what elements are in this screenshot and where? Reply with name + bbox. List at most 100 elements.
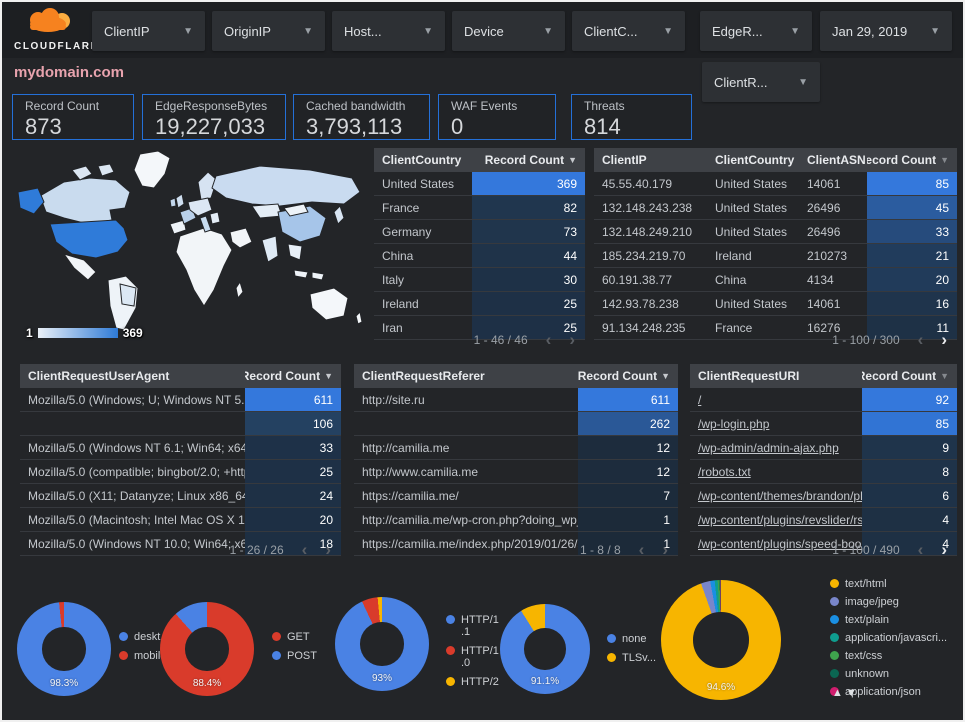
legend-item[interactable]: application/json [830, 686, 947, 698]
filter-clientcountry[interactable]: ClientC... ▼ [572, 11, 685, 51]
date-range-filter[interactable]: Jan 29, 2019 ▼ [820, 11, 952, 51]
legend-item[interactable]: mobile [119, 650, 169, 662]
column-header-record-count[interactable]: Record Count▼ [484, 153, 577, 167]
filter-host[interactable]: Host... ▼ [332, 11, 445, 51]
device-type-donut-chart[interactable]: 98.3% [17, 602, 111, 696]
filter-originip[interactable]: OriginIP ▼ [212, 11, 325, 51]
page-range: 1 - 46 / 46 [473, 333, 528, 347]
sort-desc-icon[interactable]: ▼ [845, 687, 860, 699]
column-header-clientip[interactable]: ClientIP [602, 153, 647, 167]
column-header-clientasn[interactable]: ClientASN [807, 153, 866, 167]
uri-link[interactable]: /wp-login.php [698, 416, 770, 431]
column-header-requesturi[interactable]: ClientRequestURI [698, 369, 800, 383]
legend-item[interactable]: POST [272, 650, 317, 662]
table-row[interactable]: http://site.ru 611 [354, 388, 678, 412]
table-row[interactable]: / 92 [690, 388, 957, 412]
prev-page-icon[interactable]: ‹ [545, 330, 552, 349]
table-row[interactable]: Mozilla/5.0 (Windows NT 10.0; Win64; x64… [20, 532, 341, 556]
table-row[interactable]: Mozilla/5.0 (Windows NT 6.1; Win64; x64;… [20, 436, 341, 460]
table-row[interactable]: Mozilla/5.0 (Macintosh; Intel Mac OS X 1… [20, 508, 341, 532]
table-row[interactable]: 262 [354, 412, 678, 436]
table-row[interactable]: http://www.camilia.me 12 [354, 460, 678, 484]
filter-edgeresponse[interactable]: EdgeR... ▼ [700, 11, 812, 51]
legend-item[interactable]: image/jpeg [830, 596, 947, 608]
table-row[interactable]: Mozilla/5.0 (compatible; bingbot/2.0; +h… [20, 460, 341, 484]
table-row[interactable]: 132.148.249.210 United States 26496 33 [594, 220, 957, 244]
legend-item[interactable]: text/html [830, 578, 947, 590]
sort-asc-icon[interactable]: ▲ [832, 687, 846, 699]
column-header-clientcountry[interactable]: ClientCountry [715, 153, 795, 167]
legend-item[interactable]: none [607, 633, 656, 645]
uri-link[interactable]: /wp-content/themes/brandon/plu... [698, 488, 862, 503]
scorecard-threats: Threats 814 [571, 94, 692, 140]
table-row[interactable]: 106 [20, 412, 341, 436]
table-row[interactable]: /wp-content/plugins/speed-booste...4 [690, 532, 957, 556]
table-row[interactable]: /robots.txt 8 [690, 460, 957, 484]
table-row[interactable]: http://camilia.me 12 [354, 436, 678, 460]
table-row[interactable]: 60.191.38.77 China 4134 20 [594, 268, 957, 292]
uri-link[interactable]: /robots.txt [698, 464, 751, 479]
content-type-donut-chart[interactable]: 94.6% [661, 580, 781, 700]
next-page-icon[interactable]: › [662, 540, 668, 559]
table-row[interactable]: China 44 [374, 244, 585, 268]
table-row[interactable]: 132.148.243.238 United States 26496 45 [594, 196, 957, 220]
table-row[interactable]: /wp-login.php 85 [690, 412, 957, 436]
legend-item[interactable]: application/javascri... [830, 632, 947, 644]
legend-swatch [446, 646, 455, 655]
filter-clientrequest[interactable]: ClientR... ▼ [702, 62, 820, 102]
table-row[interactable]: 142.93.78.238 United States 14061 16 [594, 292, 957, 316]
next-page-icon[interactable]: › [941, 540, 947, 559]
legend-item[interactable]: HTTP/1.0 [446, 645, 501, 669]
table-row[interactable]: /wp-content/themes/brandon/plu... 6 [690, 484, 957, 508]
prev-page-icon[interactable]: ‹ [917, 540, 924, 559]
table-row[interactable]: Iran 25 [374, 316, 585, 340]
next-page-icon[interactable]: › [325, 540, 331, 559]
legend-item[interactable]: TLSv... [607, 652, 656, 664]
table-row[interactable]: Germany 73 [374, 220, 585, 244]
tls-version-donut-chart[interactable]: 91.1% [500, 604, 590, 694]
legend-item[interactable]: HTTP/1.1 [446, 614, 501, 638]
column-header-record-count[interactable]: Record Count▼ [578, 369, 670, 383]
table-row[interactable]: https://camilia.me/7 [354, 484, 678, 508]
legend-item[interactable]: HTTP/2 [446, 676, 501, 688]
uri-link[interactable]: /wp-admin/admin-ajax.php [698, 440, 839, 455]
record-count-bar: 25 [472, 292, 585, 315]
table-row[interactable]: 45.55.40.179 United States 14061 85 [594, 172, 957, 196]
table-row[interactable]: 91.134.248.235 France 16276 11 [594, 316, 957, 340]
column-header-clientcountry[interactable]: ClientCountry [382, 153, 462, 167]
column-header-record-count[interactable]: Record Count▼ [862, 369, 949, 383]
table-row[interactable]: Mozilla/5.0 (Windows; U; Windows NT 5.1;… [20, 388, 341, 412]
legend-item[interactable]: GET [272, 631, 317, 643]
column-header-record-count[interactable]: Record Count▼ [245, 369, 333, 383]
http-protocol-donut-chart[interactable]: 93% [335, 597, 429, 691]
table-row[interactable]: France 82 [374, 196, 585, 220]
column-header-useragent[interactable]: ClientRequestUserAgent [28, 369, 170, 383]
table-row[interactable]: /wp-admin/admin-ajax.php 9 [690, 436, 957, 460]
table-row[interactable]: United States 369 [374, 172, 585, 196]
legend-item[interactable]: text/css [830, 650, 947, 662]
table-row[interactable]: https://camilia.me/index.php/2019/01/26/… [354, 532, 678, 556]
table-row[interactable]: Mozilla/5.0 (X11; Datanyze; Linux x86_64… [20, 484, 341, 508]
filter-clientip[interactable]: ClientIP ▼ [92, 11, 205, 51]
next-page-icon[interactable]: › [569, 330, 575, 349]
http-method-donut-chart[interactable]: 88.4% [160, 602, 254, 696]
table-row[interactable]: http://camilia.me/wp-cron.php?doing_wp_c… [354, 508, 678, 532]
table-row[interactable]: /wp-content/plugins/revslider/rs-p...4 [690, 508, 957, 532]
uri-link[interactable]: / [698, 392, 702, 407]
prev-page-icon[interactable]: ‹ [917, 330, 924, 349]
legend-item[interactable]: text/plain [830, 614, 947, 626]
table-row[interactable]: Ireland 25 [374, 292, 585, 316]
column-header-referer[interactable]: ClientRequestReferer [362, 369, 485, 383]
legend-item[interactable]: unknown [830, 668, 947, 680]
filter-device[interactable]: Device ▼ [452, 11, 565, 51]
table-row[interactable]: 185.234.219.70 Ireland 210273 21 [594, 244, 957, 268]
world-map-chart[interactable]: 1 369 [12, 148, 370, 348]
prev-page-icon[interactable]: ‹ [301, 540, 308, 559]
country-middle-east [229, 227, 253, 249]
prev-page-icon[interactable]: ‹ [638, 540, 645, 559]
uri-link[interactable]: /wp-content/plugins/revslider/rs-p... [698, 512, 862, 527]
next-page-icon[interactable]: › [941, 330, 947, 349]
uri-link[interactable]: /wp-content/plugins/speed-booste... [698, 536, 862, 551]
table-row[interactable]: Italy 30 [374, 268, 585, 292]
column-header-record-count[interactable]: Record Count▼ [867, 153, 949, 167]
